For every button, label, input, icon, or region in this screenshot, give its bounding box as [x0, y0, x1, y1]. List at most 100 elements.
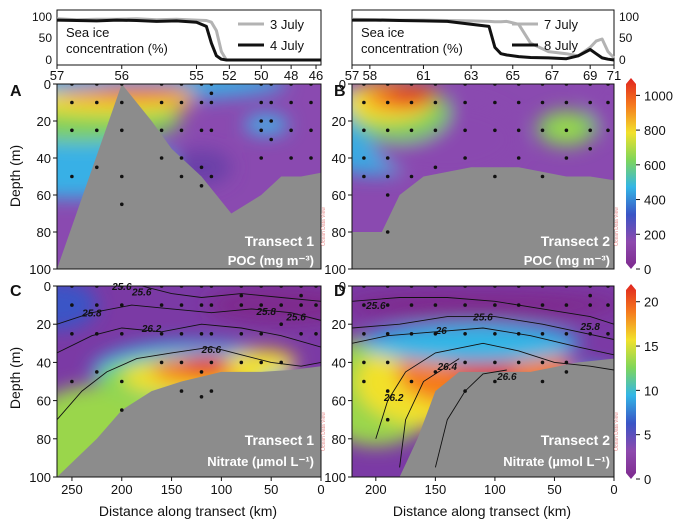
panel-C-sample-2-1 [120, 303, 124, 307]
depth-tick-label-C-2: 40 [37, 355, 51, 370]
panel-B-sample-8-3 [564, 156, 569, 160]
panel-D-contour-label-0: 25.6 [365, 301, 386, 312]
panel-A-sample-8-1 [269, 100, 274, 105]
panel-D-sample-0-2 [362, 332, 366, 336]
panel-B-sample-9-2 [588, 128, 592, 133]
panel-C-contour-label-5: 25.6 [285, 313, 306, 324]
panel-C-sample-5-2 [199, 332, 204, 336]
depth-tick-label-D-4: 80 [332, 432, 346, 447]
panel-B-sample-10-1 [606, 100, 610, 105]
section-panel-B: Ocean Data View B Transect 2 POC (mg m⁻³… [334, 83, 620, 270]
panel-C-sample-3-3 [159, 360, 164, 365]
ice-right-legend-label-1: 7 July [544, 17, 578, 32]
ice-1-station-label-7: 71 [607, 68, 621, 83]
panel-D-contour-3 [375, 342, 614, 439]
panel-A-sample-1-3 [95, 165, 99, 170]
panel-C-sample-7-1 [239, 293, 244, 298]
panel-D-sample-2-1 [409, 303, 414, 307]
panel-D-sample-3-1 [433, 303, 438, 307]
panel-D-sample-1-4 [385, 389, 390, 393]
panel-D-sample-8-4 [564, 370, 569, 374]
panel-D-field [352, 286, 614, 477]
ice-right-ylabel-line1: Sea ice [361, 25, 404, 40]
panel-D-sample-5-2 [493, 332, 497, 336]
ice-left-ytick-0: 0 [45, 53, 52, 67]
panel-B-sample-5-1 [493, 100, 497, 105]
nitrate-colorbar-tick-label-4: 0 [644, 472, 651, 487]
panel-A-sample-9-2 [289, 128, 293, 133]
panel-D-sample-8-1 [564, 303, 569, 307]
depth-axis-label-top: Depth (m) [7, 145, 23, 207]
ice-left-ylabel-line2: concentration (%) [66, 41, 168, 56]
panel-C-field-blob-8 [57, 286, 97, 331]
distance-axis-label-right: Distance along transect (km) [393, 503, 571, 519]
panel-B-sample-1-5 [385, 193, 390, 197]
ice-0-station-label-0: 57 [50, 68, 64, 83]
panel-B-field [352, 84, 614, 269]
panel-C-sample-2-2 [120, 332, 124, 336]
panel-A-sample-3-3 [159, 156, 164, 160]
panel-D-sample-7-1 [540, 303, 545, 307]
panel-A-sample-4-2 [179, 128, 184, 133]
ice-0-station-label-1: 56 [115, 68, 129, 83]
panel-B-sample-0-4 [362, 174, 366, 179]
depth-tick-label-B-4: 80 [332, 225, 346, 240]
panel-C-sample-7-3 [239, 332, 244, 336]
ice-panel-right: 57 58 61 63 65 67 69 71 Sea ice concentration (… [345, 9, 639, 83]
ice-1-station-label-5: 67 [545, 68, 559, 83]
panel-B-sample-10-2 [606, 128, 610, 133]
panel-C-sample-0-3 [70, 379, 74, 384]
panel-B-sample-1-1 [385, 100, 390, 105]
ice-right-ylabel-line2: concentration (%) [361, 41, 463, 56]
panel-A-sample-0-3 [70, 174, 74, 179]
ice-1-station-label-1: 58 [363, 68, 377, 83]
ice-right-ytick-100: 100 [619, 10, 639, 24]
panel-C-sample-10-1 [299, 293, 303, 298]
panel-B-sample-5-2 [493, 128, 497, 133]
panel-B-sample-0-2 [362, 128, 366, 133]
panel-C-sample-11-2 [314, 332, 318, 336]
dist-tick-label-t1-0: 250 [61, 482, 83, 497]
panel-D-sample-3-2 [433, 332, 438, 336]
panel-B-sample-1-6 [385, 230, 390, 234]
panel-B-sample-2-1 [409, 100, 414, 105]
panel-A-sample-3-1 [159, 100, 164, 105]
ice-0-station-label-6: 46 [309, 68, 323, 83]
depth-tick-label-D-1: 20 [332, 317, 346, 332]
panel-D-contour-4 [399, 358, 460, 468]
depth-tick-label-B-3: 60 [332, 188, 346, 203]
panel-C-letter: C [10, 283, 22, 300]
panel-D-sample-5-1 [493, 303, 497, 307]
panel-C-sample-9-1 [279, 303, 284, 307]
panel-D-transect-label: Transect 2 [541, 432, 610, 448]
panel-B-sample-6-1 [516, 100, 521, 105]
panel-B-sample-4-1 [463, 100, 467, 105]
ice-1-station-label-6: 69 [583, 68, 597, 83]
panel-B-sample-6-2 [516, 128, 521, 133]
panel-A-sample-4-4 [179, 174, 184, 179]
panel-C-transect-label: Transect 1 [245, 432, 314, 448]
panel-D-sample-9-1 [588, 293, 592, 298]
distance-axis-label-left: Distance along transect (km) [99, 503, 277, 519]
panel-C-sample-7-4 [239, 360, 244, 365]
panel-D-contour-label-6: 26.6 [496, 372, 517, 383]
panel-B-sample-6-3 [516, 156, 521, 160]
panel-B-sample-4-2 [463, 128, 467, 133]
depth-tick-label-A-0: 0 [44, 77, 51, 92]
poc-colorbar-tick-label-1: 800 [644, 123, 666, 138]
depth-tick-label-C-1: 20 [37, 317, 51, 332]
dist-tick-label-t2-3: 50 [547, 482, 561, 497]
panel-A-sample-7-2 [259, 119, 264, 123]
ice-left-legend-label-2: 4 July [270, 38, 304, 53]
panel-D-sample-9-2 [588, 303, 592, 307]
panel-C-sample-3-1 [159, 303, 164, 307]
panel-B-frame [351, 83, 615, 270]
panel-C-sample-4-2 [179, 332, 184, 336]
ice-0-station-label-3: 52 [222, 68, 236, 83]
depth-tick-label-A-1: 20 [37, 114, 51, 129]
panel-C-sample-6-1 [209, 303, 214, 307]
panel-D-contour-label-2: 25.8 [579, 322, 600, 333]
panel-D-sample-10-1 [606, 303, 610, 307]
ice-0-station-label-5: 48 [284, 68, 298, 83]
panel-C-watermark: Ocean Data View [321, 412, 327, 451]
